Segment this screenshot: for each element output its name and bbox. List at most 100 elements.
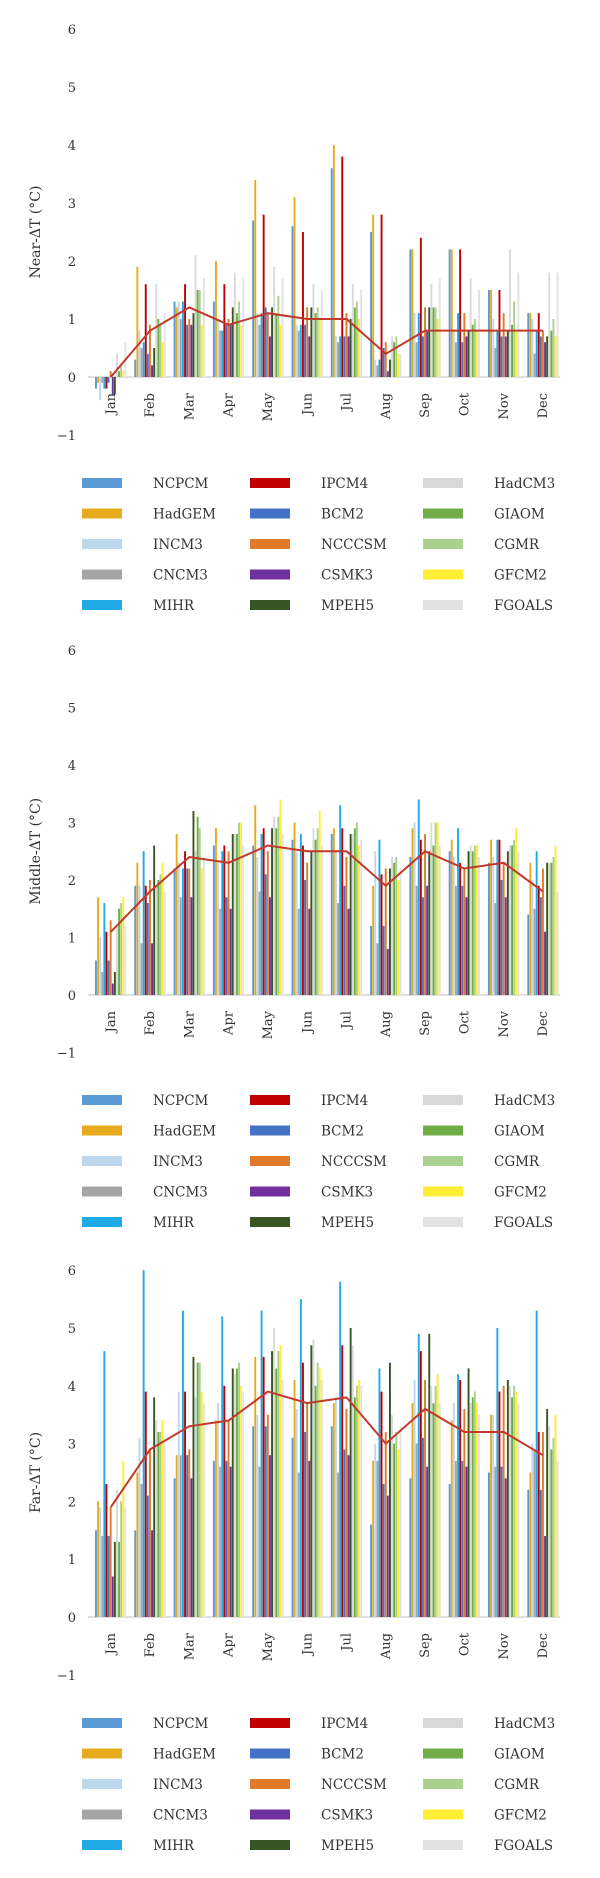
bar-mihr <box>457 1374 459 1617</box>
legend-swatch <box>82 1779 122 1789</box>
bar-ncccsm <box>306 862 309 995</box>
bar-ncpcm <box>488 290 490 377</box>
bar-incm3 <box>177 1391 180 1617</box>
bar-ncccsm <box>384 868 387 995</box>
bar-bcm2 <box>422 1437 424 1617</box>
bar-ipcm4 <box>262 214 265 377</box>
legend-label: MPEH5 <box>321 1838 374 1854</box>
bar-csmk3 <box>544 931 546 995</box>
bar-hadcm3 <box>548 862 551 995</box>
bar-mpeh5 <box>113 377 116 395</box>
legend-item-incm3: INCM3 <box>82 537 203 553</box>
bar-hadgem <box>332 828 335 995</box>
bar-hadcm3 <box>430 822 433 995</box>
bar-hadcm3 <box>273 1328 276 1617</box>
y-tick-label: 1 <box>68 1553 76 1568</box>
bar-incm3 <box>177 301 180 377</box>
month-bar-group-may <box>252 799 284 995</box>
bar-bcm2 <box>539 336 542 377</box>
legend-item-hadcm3: HadCM3 <box>423 476 555 492</box>
legend-item-bcm2: BCM2 <box>250 1747 364 1763</box>
bar-ncpcm <box>252 1426 255 1617</box>
bar-fgoals <box>517 1403 520 1617</box>
month-bar-group-jan <box>95 342 127 401</box>
bar-ncpcm <box>173 868 176 995</box>
bar-cncm3 <box>455 885 457 995</box>
bar-fgoals <box>399 1426 402 1617</box>
bar-hadcm3 <box>312 828 315 995</box>
legend-swatch <box>82 1718 122 1728</box>
bar-hadgem <box>490 1414 492 1617</box>
bar-bcm2 <box>186 324 189 377</box>
bar-gfcm2 <box>554 1414 557 1617</box>
bar-mpeh5 <box>310 851 313 995</box>
month-label: Jan <box>104 1632 119 1656</box>
bar-gfcm2 <box>397 880 400 995</box>
bar-cgmr <box>473 1391 476 1617</box>
legend-label: CNCM3 <box>153 1808 208 1824</box>
legend-swatch <box>250 1779 290 1789</box>
bar-ncpcm <box>370 232 372 377</box>
month-label: Sep <box>418 1633 433 1658</box>
bar-hadgem <box>529 862 532 995</box>
bar-ncccsm <box>227 1420 230 1617</box>
legend-item-cncm3: CNCM3 <box>82 568 208 584</box>
bar-mihr <box>535 1310 538 1617</box>
month-bar-group-oct <box>448 828 480 995</box>
bar-cncm3 <box>101 1536 104 1617</box>
bar-gfcm2 <box>358 1380 360 1617</box>
legend-label: NCCCSM <box>321 1777 387 1793</box>
bar-mihr <box>299 1299 302 1617</box>
month-bar-group-dec <box>527 272 559 377</box>
bar-incm3 <box>295 851 298 995</box>
legend-swatch <box>82 508 122 519</box>
bar-gfcm2 <box>476 845 478 995</box>
bar-cgmr <box>434 307 437 377</box>
bar-hadcm3 <box>155 284 158 377</box>
bar-hadgem <box>450 249 453 377</box>
bar-cncm3 <box>258 891 261 995</box>
bar-hadcm3 <box>469 845 472 995</box>
month-bar-group-oct <box>448 249 480 377</box>
legend-item-ncpcm: NCPCM <box>82 476 209 492</box>
month-bar-group-jul <box>330 145 363 377</box>
bar-ncpcm <box>252 845 255 995</box>
bar-ncpcm <box>173 301 176 377</box>
month-label: Nov <box>497 1632 512 1659</box>
legend-swatch <box>423 1156 463 1166</box>
bar-giaom <box>432 1403 435 1617</box>
bar-cncm3 <box>376 943 379 995</box>
bar-cgmr <box>120 1501 123 1617</box>
bar-incm3 <box>99 1507 102 1617</box>
bar-ipcm4 <box>498 290 501 377</box>
bar-csmk3 <box>308 1460 311 1617</box>
bar-gfcm2 <box>318 319 321 377</box>
bar-mpeh5 <box>389 868 391 995</box>
bar-bcm2 <box>539 1489 542 1617</box>
bar-csmk3 <box>347 1455 350 1617</box>
bar-giaom <box>550 330 553 377</box>
bar-gfcm2 <box>200 868 203 995</box>
bar-ipcm4 <box>459 1380 462 1617</box>
bar-cgmr <box>316 1362 319 1617</box>
legend-item-fgoals: FGOALS <box>423 1838 553 1854</box>
legend-item-incm3: INCM3 <box>82 1777 203 1793</box>
legend-label: GIAOM <box>494 1124 545 1140</box>
month-label: May <box>261 1632 276 1661</box>
y-tick-label: 3 <box>68 197 76 212</box>
legend-label: NCCCSM <box>321 537 387 553</box>
bar-hadgem <box>372 214 375 377</box>
bar-csmk3 <box>190 324 193 377</box>
legend-item-fgoals: FGOALS <box>423 1215 553 1231</box>
bar-mihr <box>182 1310 184 1617</box>
bar-cncm3 <box>179 319 182 377</box>
bar-giaom <box>314 839 317 995</box>
bar-ncpcm <box>252 220 255 377</box>
bar-cncm3 <box>258 1466 261 1617</box>
bar-cncm3 <box>179 897 182 995</box>
bar-hadgem <box>411 828 414 995</box>
bar-giaom <box>550 862 553 995</box>
bar-hadgem <box>254 179 257 377</box>
bar-hadcm3 <box>548 1426 551 1617</box>
bar-mpeh5 <box>271 307 273 377</box>
